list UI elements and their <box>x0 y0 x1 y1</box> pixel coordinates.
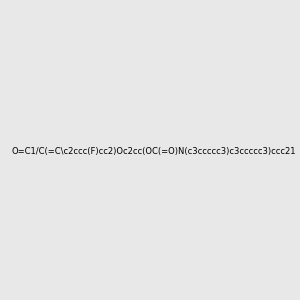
Text: O=C1/C(=C\c2ccc(F)cc2)Oc2cc(OC(=O)N(c3ccccc3)c3ccccc3)ccc21: O=C1/C(=C\c2ccc(F)cc2)Oc2cc(OC(=O)N(c3cc… <box>11 147 296 156</box>
